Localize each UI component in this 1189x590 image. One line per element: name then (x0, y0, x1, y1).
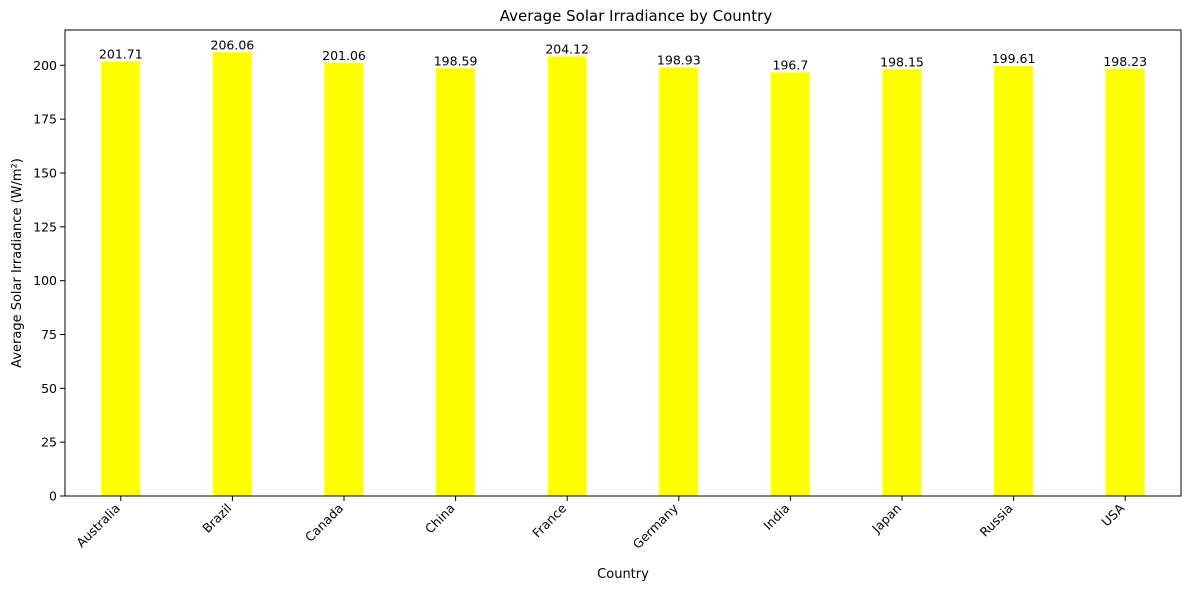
bar (436, 68, 476, 496)
data-label: 206.06 (211, 37, 255, 52)
bar (882, 69, 922, 497)
data-label: 196.7 (773, 57, 809, 72)
data-label: 199.61 (992, 51, 1036, 66)
y-tick-label: 75 (41, 327, 57, 342)
y-tick-label: 100 (33, 273, 57, 288)
y-tick-label: 175 (33, 112, 57, 127)
x-tick-label: Canada (302, 501, 346, 545)
bar (324, 63, 364, 497)
x-tick-label: Brazil (199, 501, 234, 536)
y-tick-label: 125 (33, 219, 57, 234)
bar (1105, 69, 1145, 497)
chart-title: Average Solar Irradiance by Country (500, 7, 773, 25)
bar (212, 52, 252, 496)
x-tick-label: China (422, 501, 458, 537)
x-tick-label: USA (1098, 500, 1127, 529)
y-tick-label: 150 (33, 165, 57, 180)
data-label: 204.12 (545, 41, 589, 56)
data-label: 198.93 (657, 53, 701, 68)
data-label: 201.06 (322, 48, 366, 63)
x-tick-label: France (529, 500, 569, 540)
bar (659, 67, 699, 496)
x-tick-label: Japan (868, 501, 904, 537)
x-axis-label: Country (597, 567, 649, 582)
bar (101, 61, 141, 497)
data-label: 201.71 (99, 47, 143, 62)
x-tick-label: Germany (630, 500, 682, 552)
data-label: 198.15 (880, 54, 924, 69)
y-tick-label: 50 (41, 381, 57, 396)
data-label: 198.59 (434, 53, 478, 68)
plot-frame (64, 29, 1182, 497)
bar (547, 56, 587, 496)
y-tick-label: 200 (33, 58, 57, 73)
plot-area: 201.71 Australia 206.06 Brazil 201.06 Canada 1… (33, 29, 1182, 552)
y-axis-label: Average Solar Irradiance (W/m²) (10, 158, 25, 368)
bar (770, 72, 810, 496)
x-tick-label: Russia (977, 501, 1016, 540)
y-tick-label: 0 (49, 489, 57, 504)
data-label: 198.23 (1103, 54, 1147, 69)
x-tick-label: India (760, 501, 792, 533)
x-tick-label: Australia (73, 501, 123, 551)
y-tick-label: 25 (41, 435, 57, 450)
bar (994, 66, 1034, 496)
